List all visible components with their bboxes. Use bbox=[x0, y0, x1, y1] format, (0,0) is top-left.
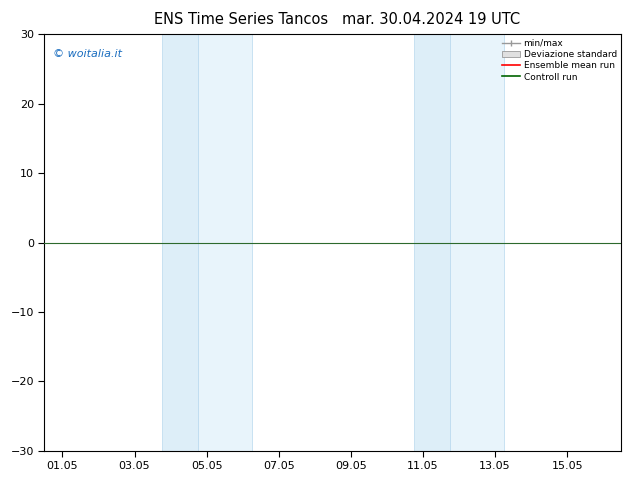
Bar bbox=[198, 34, 252, 451]
Bar bbox=[162, 34, 198, 451]
Text: © woitalia.it: © woitalia.it bbox=[53, 49, 122, 59]
Legend: min/max, Deviazione standard, Ensemble mean run, Controll run: min/max, Deviazione standard, Ensemble m… bbox=[500, 37, 619, 83]
Bar bbox=[414, 34, 450, 451]
Text: ENS Time Series Tancos: ENS Time Series Tancos bbox=[154, 12, 328, 27]
Text: mar. 30.04.2024 19 UTC: mar. 30.04.2024 19 UTC bbox=[342, 12, 520, 27]
Bar bbox=[450, 34, 504, 451]
